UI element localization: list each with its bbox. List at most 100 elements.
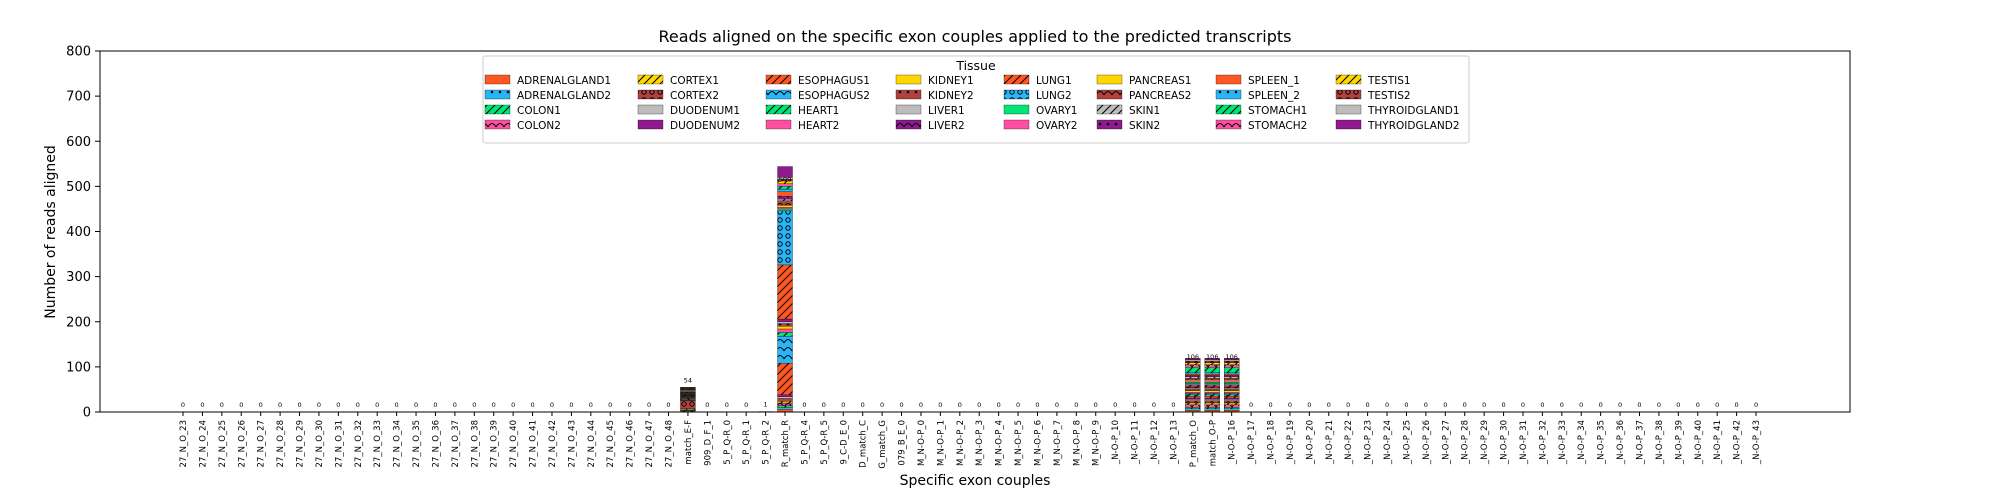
legend-entry: PANCREAS2 bbox=[1129, 90, 1192, 102]
x-tick-label: 27_N_O_30 bbox=[315, 420, 325, 467]
x-tick-label: 27_N_O_44 bbox=[587, 420, 597, 467]
legend-entry: CORTEX1 bbox=[670, 75, 719, 87]
x-tick-label: M_N-O-P_8 bbox=[1072, 420, 1082, 466]
x-axis-label: Specific exon couples bbox=[900, 473, 1051, 489]
bar-segment bbox=[777, 191, 793, 197]
bar-total-label: 0 bbox=[317, 401, 321, 409]
legend-entry: PANCREAS1 bbox=[1129, 75, 1192, 87]
bar-segment bbox=[777, 264, 793, 320]
bar-segment bbox=[1224, 375, 1240, 377]
x-tick-label: 5_P_Q-R_4 bbox=[800, 420, 810, 465]
x-tick-label: 27_N_O_24 bbox=[198, 420, 208, 467]
x-tick-label: _N-O-P_30 bbox=[1500, 420, 1510, 465]
bar-segment bbox=[1224, 384, 1240, 387]
y-tick-label: 500 bbox=[66, 180, 91, 195]
bar-total-label: 0 bbox=[550, 401, 554, 409]
legend-swatch bbox=[637, 74, 664, 85]
x-tick-label: 27_N_O_29 bbox=[296, 420, 306, 467]
bar-segment bbox=[777, 396, 793, 399]
bar-total-label: 0 bbox=[1501, 401, 1505, 409]
bar-segment bbox=[1185, 362, 1201, 365]
bar-segment bbox=[777, 402, 793, 406]
bar-segment bbox=[777, 200, 793, 206]
bar-total-label: 0 bbox=[395, 401, 399, 409]
bar-segment bbox=[1204, 364, 1220, 368]
bar-segment bbox=[1224, 389, 1240, 391]
bar-segment bbox=[1204, 390, 1220, 393]
bar-segment bbox=[1204, 380, 1220, 383]
bar-segment bbox=[1224, 400, 1240, 404]
bar-segment bbox=[680, 387, 696, 388]
bar-segment bbox=[1185, 358, 1201, 360]
legend-entry: SPLEEN_2 bbox=[1248, 90, 1300, 102]
legend-entry: DUODENUM2 bbox=[670, 120, 740, 132]
bar-total-label: 0 bbox=[1696, 401, 1700, 409]
bar-segment bbox=[1204, 404, 1220, 408]
bar-segment bbox=[1204, 396, 1220, 399]
legend-entry: LIVER2 bbox=[928, 120, 965, 132]
legend-entry: COLON2 bbox=[517, 120, 561, 132]
legend-swatch bbox=[1096, 104, 1123, 115]
bar-total-label: 0 bbox=[1599, 401, 1603, 409]
bar-total-label: 0 bbox=[200, 401, 204, 409]
bar-segment bbox=[1185, 367, 1201, 373]
x-tick-label: M_N-O-P_3 bbox=[975, 420, 985, 466]
bar-total-label: 0 bbox=[1249, 401, 1253, 409]
bar-total-label: 0 bbox=[1443, 401, 1447, 409]
bar-segment bbox=[1185, 399, 1201, 401]
bar-total-label: 0 bbox=[744, 401, 748, 409]
bar-segment bbox=[1204, 382, 1220, 384]
bar-segment bbox=[1204, 375, 1220, 377]
bar-segment bbox=[1224, 364, 1240, 368]
legend-entry: CORTEX2 bbox=[670, 90, 719, 102]
legend-swatch bbox=[484, 104, 511, 115]
bar-segment bbox=[1224, 404, 1240, 408]
bar-total-label: 0 bbox=[822, 401, 826, 409]
bar-segment bbox=[1185, 383, 1201, 386]
bar-segment bbox=[1224, 373, 1240, 376]
legend-swatch bbox=[484, 89, 511, 100]
bar-segment bbox=[1204, 378, 1220, 380]
legend-swatch bbox=[1003, 104, 1030, 115]
bar-total-label: 0 bbox=[1482, 401, 1486, 409]
x-tick-label: 27_N_O_40 bbox=[509, 420, 519, 467]
x-tick-label: _N-O-P_21 bbox=[1325, 420, 1335, 465]
x-tick-label: 27_N_O_27 bbox=[257, 420, 267, 467]
bar-segment bbox=[1185, 376, 1201, 379]
bar-total-label: 106 bbox=[1225, 353, 1237, 361]
bar-total-label: 0 bbox=[589, 401, 593, 409]
bar-segment bbox=[1224, 386, 1240, 389]
x-tick-label: 27_N_O_37 bbox=[451, 420, 461, 467]
x-tick-label: M_N-O-P_0 bbox=[917, 420, 927, 466]
y-tick-label: 200 bbox=[66, 315, 91, 330]
legend-swatch bbox=[1096, 119, 1123, 130]
bar-total-label: 0 bbox=[453, 401, 457, 409]
x-tick-label: _N-O-P_27 bbox=[1441, 420, 1451, 465]
plot-area-frame bbox=[99, 50, 1851, 413]
x-tick-label: _N-O-P_20 bbox=[1305, 420, 1315, 465]
bar-total-label: 0 bbox=[1346, 401, 1350, 409]
legend-entry: DUODENUM1 bbox=[670, 105, 740, 117]
bar-total-label: 0 bbox=[666, 401, 670, 409]
legend-entry: TESTIS1 bbox=[1367, 75, 1411, 87]
legend-swatch bbox=[765, 119, 792, 130]
x-tick-label: _N-O-P_18 bbox=[1267, 420, 1277, 465]
y-axis-label: Number of reads aligned bbox=[43, 145, 59, 319]
y-tick-label: 600 bbox=[66, 135, 91, 150]
legend-swatch bbox=[1335, 104, 1362, 115]
bar-segment bbox=[1224, 360, 1240, 363]
x-tick-label: _N-O-P_34 bbox=[1577, 420, 1587, 465]
bar-segment bbox=[1185, 373, 1201, 376]
bar-total-label: 0 bbox=[802, 401, 806, 409]
legend-swatch bbox=[895, 119, 922, 130]
bar-total-label: 0 bbox=[181, 401, 185, 409]
legend-entry: LUNG2 bbox=[1036, 90, 1072, 102]
bar-segment bbox=[777, 208, 793, 211]
x-tick-label: _N-O-P_32 bbox=[1538, 420, 1548, 465]
bar-total-label: 0 bbox=[1268, 401, 1272, 409]
bar-total-label: 0 bbox=[297, 401, 301, 409]
legend-swatch bbox=[1335, 119, 1362, 130]
x-tick-label: R_match_R bbox=[781, 420, 791, 467]
bar-total-label: 0 bbox=[938, 401, 942, 409]
x-tick-label: 27_N_O_43 bbox=[567, 420, 577, 467]
